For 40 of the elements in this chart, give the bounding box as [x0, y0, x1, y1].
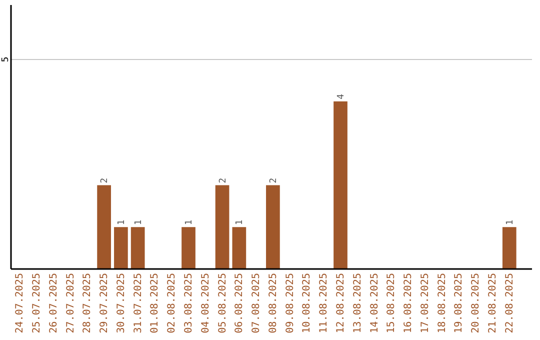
x-tick-label: 18.08.2025	[436, 273, 448, 334]
x-tick-label: 20.08.2025	[470, 273, 482, 334]
x-tick-label: 14.08.2025	[369, 273, 380, 334]
x-tick-label: 30.07.2025	[116, 273, 127, 334]
x-tick-label: 06.08.2025	[234, 273, 246, 334]
data-label: 1	[184, 220, 194, 226]
x-tick-label: 16.08.2025	[403, 273, 414, 334]
x-tick-label: 11.08.2025	[318, 273, 330, 334]
x-tick-label: 29.07.2025	[99, 273, 110, 334]
x-tick-label: 07.08.2025	[251, 273, 262, 334]
x-tick-label: 13.08.2025	[352, 273, 364, 334]
x-tick-label: 26.07.2025	[48, 273, 60, 334]
data-label: 1	[134, 220, 144, 226]
x-tick-label: 02.08.2025	[166, 273, 178, 334]
x-tick-label: 09.08.2025	[284, 273, 296, 334]
data-label: 2	[268, 178, 279, 184]
data-label: 4	[336, 94, 346, 100]
x-tick-label: 27.07.2025	[65, 273, 76, 334]
x-tick-label: 25.07.2025	[32, 273, 42, 334]
data-label: 2	[218, 178, 228, 184]
x-tick-label: 31.07.2025	[132, 273, 144, 334]
data-label: 2	[100, 178, 110, 184]
x-tick-label: 24.07.2025	[14, 273, 26, 334]
data-label: 1	[235, 220, 246, 226]
x-tick-label: 28.07.2025	[82, 273, 94, 334]
x-tick-label: 22.08.2025	[504, 273, 516, 334]
x-tick-label: 01.08.2025	[150, 273, 161, 334]
x-tick-label: 05.08.2025	[217, 273, 228, 334]
y-tick-label: 5	[1, 56, 11, 62]
x-tick-label: 10.08.2025	[302, 273, 313, 334]
x-tick-label: 17.08.2025	[420, 273, 431, 334]
data-label: 1	[116, 220, 127, 226]
x-tick-label: 15.08.2025	[386, 273, 398, 334]
x-tick-label: 04.08.2025	[200, 273, 212, 334]
x-tick-label: 21.08.2025	[488, 273, 498, 334]
x-tick-label: 08.08.2025	[268, 273, 279, 334]
data-label: 1	[505, 220, 516, 226]
x-tick-label: 12.08.2025	[336, 273, 346, 334]
x-tick-label: 19.08.2025	[454, 273, 465, 334]
x-tick-label: 03.08.2025	[184, 273, 194, 334]
